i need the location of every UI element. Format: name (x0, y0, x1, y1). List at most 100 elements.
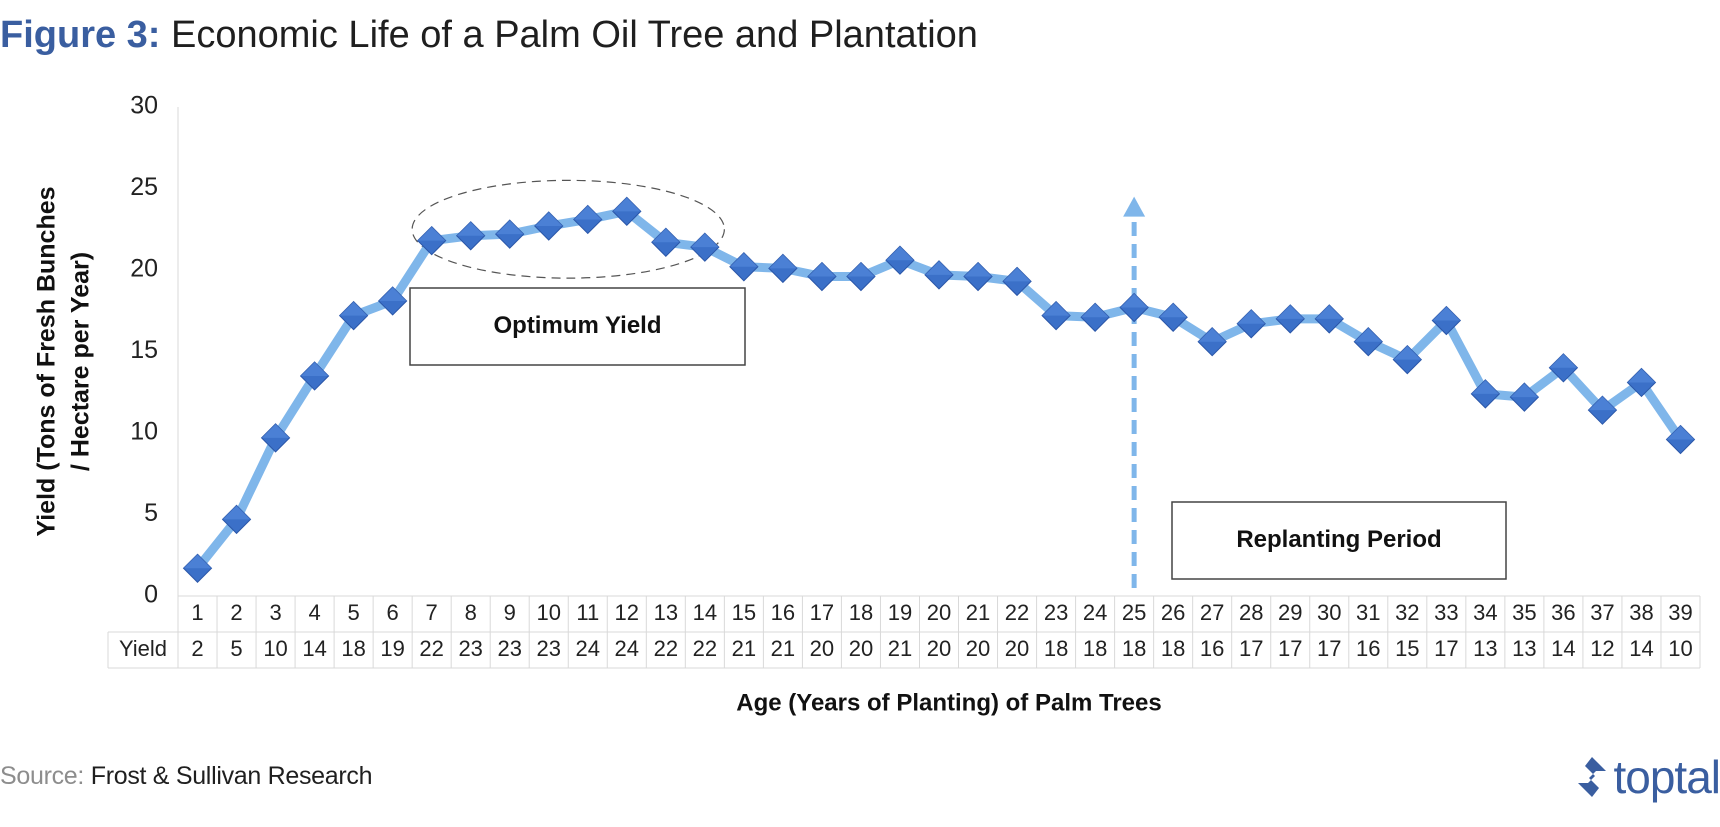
table-value: 18 (1044, 636, 1068, 661)
x-tick-label: 28 (1239, 600, 1263, 625)
x-tick-label: 14 (693, 600, 717, 625)
data-point-highlight (1276, 304, 1305, 319)
source-note: Source: Frost & Sullivan Research (0, 762, 373, 791)
data-point-highlight (1393, 345, 1422, 360)
y-tick-label: 0 (144, 581, 158, 609)
x-tick-label: 22 (1005, 600, 1029, 625)
table-value: 10 (1668, 636, 1692, 661)
y-tick-label: 10 (130, 418, 158, 446)
table-value: 18 (1122, 636, 1146, 661)
table-value: 19 (380, 636, 404, 661)
table-value: 14 (1629, 636, 1653, 661)
data-point-highlight (612, 197, 641, 212)
x-tick-label: 31 (1356, 600, 1380, 625)
table-value: 18 (1161, 636, 1185, 661)
toptal-logo-icon (1578, 757, 1607, 797)
x-tick-label: 4 (308, 600, 320, 625)
optimum-yield-ellipse (411, 179, 725, 279)
data-point-highlight (1471, 379, 1500, 394)
x-tick-label: 37 (1590, 600, 1614, 625)
data-point-highlight (807, 262, 836, 277)
table-value: 14 (302, 636, 326, 661)
data-point-highlight (1159, 303, 1188, 318)
x-tick-label: 26 (1161, 600, 1185, 625)
x-tick-label: 5 (347, 600, 359, 625)
data-point-highlight (1042, 301, 1071, 316)
x-tick-label: 6 (387, 600, 399, 625)
x-tick-label: 17 (810, 600, 834, 625)
x-tick-label: 16 (771, 600, 795, 625)
table-value: 17 (1239, 636, 1263, 661)
brand-name: toptal (1613, 751, 1720, 803)
data-point-highlight (964, 262, 993, 277)
x-tick-label: 39 (1668, 600, 1692, 625)
replanting-arrow-head (1123, 196, 1146, 217)
x-tick-label: 32 (1395, 600, 1419, 625)
x-tick-label: 36 (1551, 600, 1575, 625)
x-tick-label: 10 (537, 600, 561, 625)
table-value: 18 (341, 636, 365, 661)
x-tick-label: 2 (230, 600, 242, 625)
table-value: 20 (927, 636, 951, 661)
table-value: 17 (1434, 636, 1458, 661)
data-point-highlight (339, 301, 368, 316)
data-point-highlight (1003, 267, 1032, 282)
x-tick-label: 19 (888, 600, 912, 625)
table-value: 14 (1551, 636, 1575, 661)
table-value: 5 (230, 636, 242, 661)
table-value: 20 (1005, 636, 1029, 661)
data-point-highlight (456, 221, 485, 236)
data-point-highlight (1354, 327, 1383, 342)
data-point-highlight (417, 226, 446, 241)
table-value: 20 (966, 636, 990, 661)
x-tick-label: 30 (1317, 600, 1341, 625)
table-value: 12 (1590, 636, 1614, 661)
y-tick-label: 30 (130, 92, 158, 120)
data-point-highlight (534, 211, 563, 226)
data-point-highlight (222, 505, 251, 520)
annotation-label: Optimum Yield (493, 312, 661, 339)
data-point-highlight (925, 260, 953, 275)
table-value: 13 (1473, 636, 1497, 661)
table-value: 2 (191, 636, 203, 661)
x-axis-title: Age (Years of Planting) of Palm Trees (736, 689, 1161, 716)
table-value: 23 (497, 636, 521, 661)
table-value: 22 (654, 636, 678, 661)
data-point-highlight (1666, 425, 1695, 440)
source-label: Source: (0, 762, 85, 790)
data-point-highlight (495, 220, 524, 235)
data-point-highlight (573, 205, 602, 220)
data-point-highlight (768, 254, 797, 269)
table-value: 20 (849, 636, 873, 661)
x-tick-label: 13 (654, 600, 678, 625)
y-tick-label: 25 (130, 173, 158, 201)
source-text: Frost & Sullivan Research (90, 762, 373, 790)
data-point-highlight (1198, 327, 1227, 342)
figure-title: Figure 3: Economic Life of a Palm Oil Tr… (0, 12, 978, 58)
x-tick-label: 11 (576, 600, 599, 625)
y-tick-label: 5 (144, 499, 158, 527)
table-value: 21 (888, 636, 912, 661)
data-point-highlight (1549, 353, 1578, 368)
table-value: 21 (732, 636, 756, 661)
data-point-highlight (1315, 304, 1344, 319)
x-tick-label: 27 (1200, 600, 1224, 625)
y-axis-title-line: Yield (Tons of Fresh Bunches (33, 186, 61, 536)
y-tick-label: 20 (130, 255, 158, 283)
x-tick-label: 34 (1473, 600, 1497, 625)
data-point-highlight (1588, 396, 1617, 411)
x-tick-label: 3 (269, 600, 281, 625)
table-row-label: Yield (119, 636, 167, 661)
table-value: 18 (1083, 636, 1107, 661)
table-value: 16 (1200, 636, 1224, 661)
annotation-box (409, 287, 746, 366)
x-tick-label: 21 (966, 600, 990, 625)
y-tick-label: 15 (130, 336, 158, 364)
y-axis-title: Yield (Tons of Fresh Bunches / Hectare pe… (33, 186, 95, 536)
table-value: 22 (419, 636, 443, 661)
x-tick-label: 9 (504, 600, 516, 625)
table-value: 24 (576, 636, 600, 661)
x-tick-label: 18 (849, 600, 873, 625)
data-point-highlight (690, 233, 719, 248)
